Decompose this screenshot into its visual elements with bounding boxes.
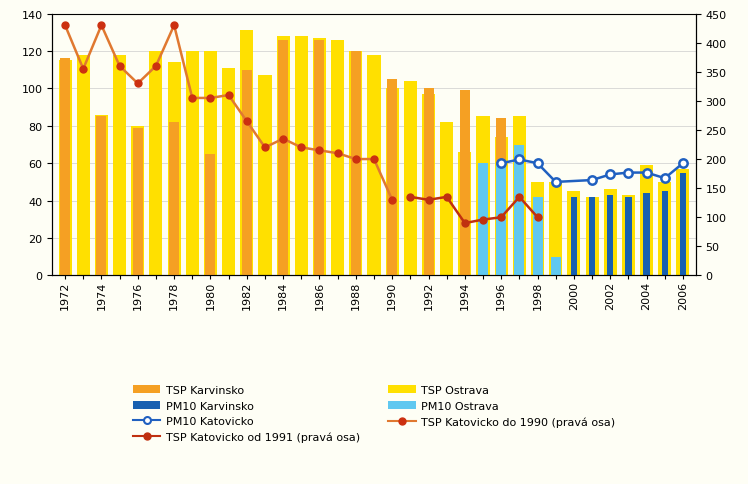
Bar bbox=[313, 39, 326, 276]
Bar bbox=[478, 164, 488, 276]
Bar bbox=[277, 37, 289, 276]
Bar bbox=[476, 117, 490, 276]
Bar bbox=[331, 41, 344, 276]
Bar bbox=[314, 41, 325, 276]
Bar bbox=[531, 182, 544, 276]
Bar bbox=[680, 173, 686, 276]
Bar bbox=[60, 60, 70, 276]
Bar bbox=[404, 82, 417, 276]
Bar bbox=[604, 190, 617, 276]
Bar bbox=[58, 61, 72, 276]
Bar bbox=[349, 52, 362, 276]
Bar bbox=[295, 37, 308, 276]
Bar bbox=[222, 69, 235, 276]
Bar bbox=[658, 182, 671, 276]
Bar bbox=[625, 197, 631, 276]
Bar bbox=[533, 197, 542, 276]
Bar bbox=[113, 56, 126, 276]
Bar bbox=[515, 145, 524, 276]
Bar bbox=[640, 166, 653, 276]
Bar bbox=[206, 154, 215, 276]
Bar bbox=[351, 52, 361, 276]
Bar bbox=[96, 117, 106, 276]
Bar bbox=[494, 138, 508, 276]
Bar bbox=[133, 128, 143, 276]
Bar bbox=[242, 71, 252, 276]
Bar bbox=[386, 89, 399, 276]
Bar bbox=[240, 31, 254, 276]
Bar bbox=[567, 192, 580, 276]
Bar bbox=[622, 196, 635, 276]
Bar bbox=[95, 115, 108, 276]
Bar bbox=[422, 95, 435, 276]
Bar bbox=[607, 196, 613, 276]
Bar bbox=[150, 52, 162, 276]
Bar bbox=[496, 164, 506, 276]
Bar bbox=[77, 56, 90, 276]
Bar bbox=[661, 192, 668, 276]
Bar bbox=[131, 126, 144, 276]
Bar bbox=[186, 52, 199, 276]
Bar bbox=[440, 123, 453, 276]
Bar bbox=[571, 197, 577, 276]
Bar bbox=[204, 52, 217, 276]
Bar bbox=[367, 56, 381, 276]
Legend: TSP Karvinsko, PM10 Karvinsko, PM10 Katovicko, TSP Katovicko od 1991 (pravá osa): TSP Karvinsko, PM10 Karvinsko, PM10 Kato… bbox=[128, 381, 620, 447]
Bar bbox=[549, 182, 562, 276]
Bar bbox=[459, 152, 471, 276]
Bar bbox=[551, 257, 561, 276]
Bar bbox=[460, 91, 470, 276]
Bar bbox=[676, 169, 690, 276]
Bar bbox=[589, 197, 595, 276]
Bar bbox=[643, 194, 650, 276]
Bar bbox=[169, 123, 179, 276]
Bar bbox=[258, 76, 272, 276]
Bar bbox=[387, 80, 397, 276]
Bar bbox=[278, 41, 288, 276]
Bar bbox=[423, 89, 434, 276]
Bar bbox=[513, 117, 526, 276]
Bar bbox=[168, 63, 181, 276]
Bar bbox=[496, 119, 506, 276]
Bar bbox=[586, 197, 598, 276]
